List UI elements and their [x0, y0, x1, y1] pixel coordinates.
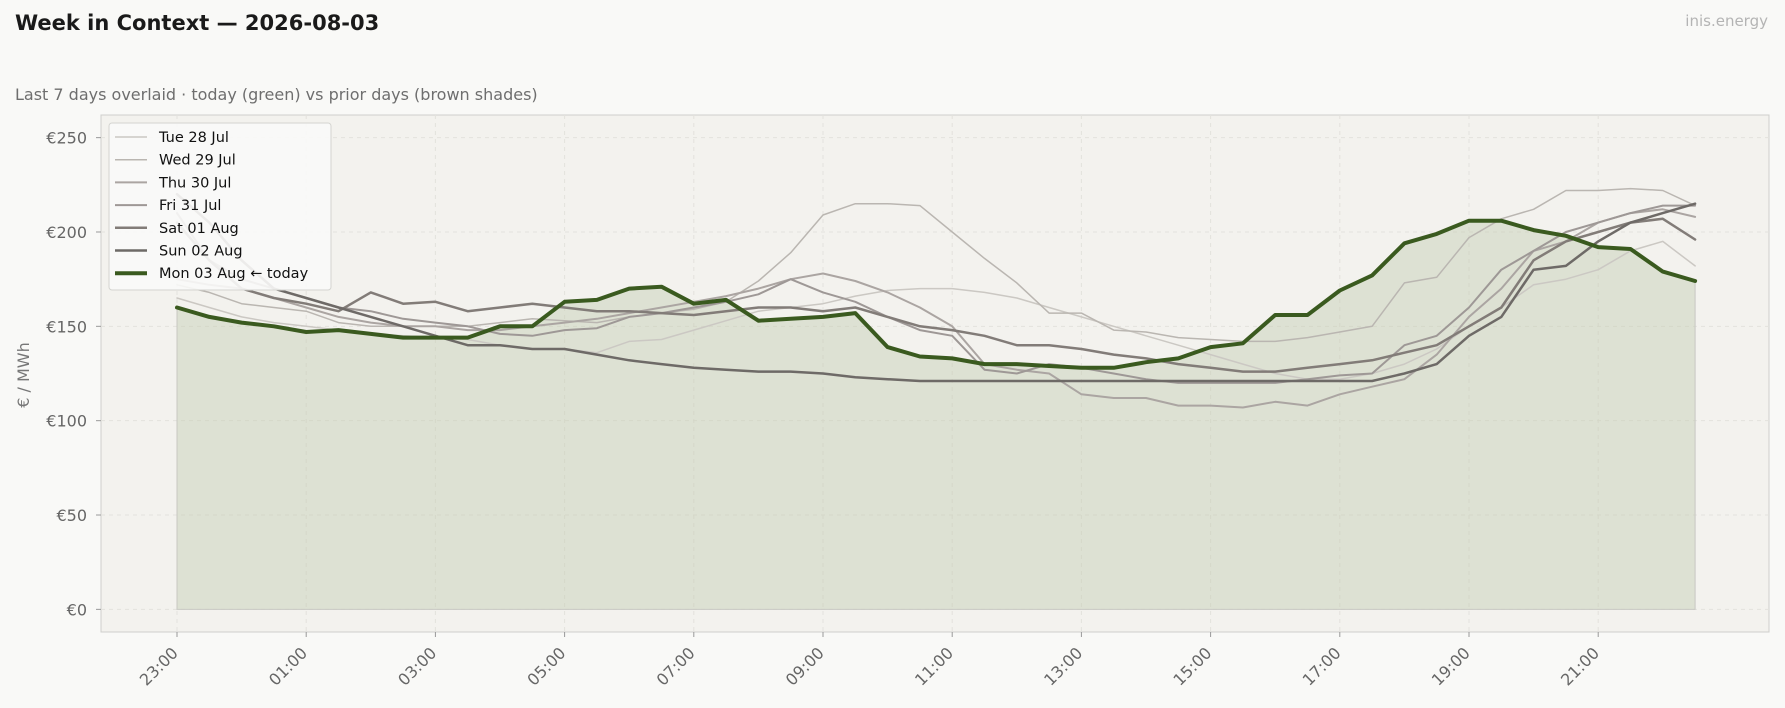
y-tick-label: €0: [67, 600, 87, 619]
x-tick-label: 23:00: [136, 643, 182, 689]
series-line-2: [176, 208, 1697, 409]
legend-box: [108, 122, 332, 291]
x-tick-label: 21:00: [1557, 643, 1603, 689]
brand-label: inis.energy: [1685, 12, 1768, 30]
legend-label: Sat 01 Aug: [159, 221, 239, 237]
y-tick-label: €250: [46, 129, 87, 148]
y-axis-label: € / MWh: [14, 342, 33, 408]
x-tick-label: 13:00: [1040, 643, 1086, 689]
x-tick-label: 05:00: [523, 643, 569, 689]
chart-title: Week in Context — 2026-08-03: [15, 11, 380, 35]
x-tick-label: 07:00: [653, 643, 699, 689]
x-tick-label: 17:00: [1299, 643, 1345, 689]
y-tick-label: €150: [46, 317, 87, 336]
x-tick-label: 15:00: [1169, 643, 1215, 689]
x-tick-label: 19:00: [1428, 643, 1474, 689]
legend-label: Wed 29 Jul: [159, 153, 236, 169]
legend-label: Fri 31 Jul: [159, 198, 221, 214]
y-tick-label: €100: [46, 412, 87, 431]
series-line-4: [175, 217, 1697, 373]
y-tick-label: €200: [46, 223, 87, 242]
x-tick-label: 01:00: [265, 643, 311, 689]
x-tick-label: 09:00: [782, 643, 828, 689]
legend-label: Sun 02 Aug: [159, 244, 243, 260]
chart-subtitle: Last 7 days overlaid · today (green) vs …: [15, 85, 538, 104]
legend: Tue 28 Jul Wed 29 Jul Thu 30 Jul Fri 31 Jul…: [108, 122, 332, 291]
legend-label: Thu 30 Jul: [158, 175, 231, 191]
legend-label: Mon 03 Aug ← today: [159, 266, 309, 282]
x-tick-label: 11:00: [911, 643, 957, 689]
plot-area: [100, 114, 1770, 633]
x-tick-label: 03:00: [394, 643, 440, 689]
y-tick-label: €50: [56, 506, 87, 525]
series-line-3: [176, 204, 1697, 384]
series-line-6: [175, 218, 1698, 370]
series-line-5: [175, 192, 1697, 383]
legend-label: Tue 28 Jul: [158, 130, 229, 146]
